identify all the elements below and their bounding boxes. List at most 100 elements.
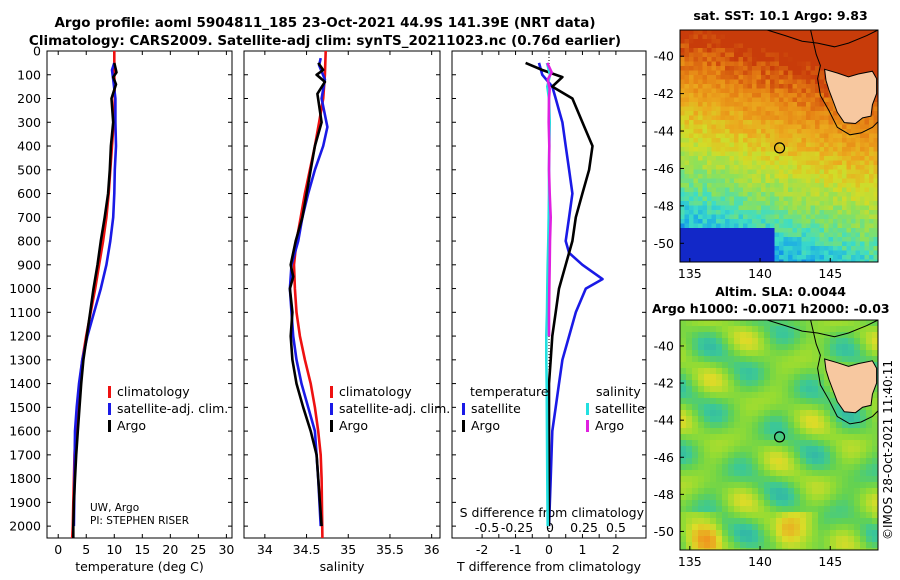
map-cell [797,255,803,261]
map-cell [872,494,878,501]
map-cell [842,494,849,501]
map-cell [764,440,771,447]
map-cell [794,332,801,339]
map-cell [765,174,771,180]
map-cell [765,232,771,238]
map-cell [728,512,735,519]
map-cell [783,255,789,261]
map-cell [830,512,837,519]
map-cell [738,129,744,135]
map-cell [702,223,708,229]
map-cell [779,138,785,144]
map-cell [684,228,690,234]
map-cell [716,506,723,513]
map-cell [783,115,789,121]
map-cell [722,470,729,477]
map-cell [716,416,723,423]
map-cell [680,416,687,423]
map-cell [711,66,717,72]
map-cell [710,524,717,531]
top-tick-label: -0.5 [475,520,499,535]
map-cell [702,61,708,67]
map-cell [788,518,795,525]
map-lat-label: -46 [654,161,674,176]
map-cell [788,380,795,387]
map-cell [707,201,713,207]
map-cell [684,93,690,99]
map-cell [794,362,801,369]
map-cell [848,494,855,501]
map-cell [743,165,749,171]
map-cell [756,165,762,171]
map-cell [725,147,731,153]
map-lat-label: -48 [654,487,674,502]
map-cell [815,178,821,184]
map-cell [734,500,741,507]
map-cell [792,43,798,49]
map-cell [734,518,741,525]
map-cell [702,237,708,243]
map-cell [860,178,866,184]
map-cell [734,88,740,94]
map-cell [837,147,843,153]
map-cell [734,422,741,429]
map-cell [828,192,834,198]
map-cell [824,392,831,399]
map-cell [729,232,735,238]
map-cell [828,61,834,67]
map-cell [680,160,686,166]
map-cell [684,259,690,262]
map-cell [758,380,765,387]
map-cell [824,530,831,537]
map-cell [747,210,753,216]
map-cell [860,530,867,537]
map-cell [783,246,789,252]
map-cell [758,344,765,351]
map-cell [866,320,873,327]
map-cell [680,232,686,238]
map-cell [725,201,731,207]
map-cell [800,458,807,465]
map-cell [842,165,848,171]
map-cell [734,187,740,193]
map-lat-label: -42 [654,376,674,391]
map-cell [824,422,831,429]
map-cell [752,518,759,525]
top-tick-label: 0.5 [606,520,626,535]
map-cell [869,174,875,180]
map-cell [828,169,834,175]
map-cell [761,156,767,162]
map-cell [824,147,830,153]
map-cell [770,362,777,369]
map-cell [788,57,794,63]
map-cell [680,223,686,229]
map-cell [734,205,740,211]
map-cell [812,398,819,405]
map-cell [716,530,723,537]
map-cell [828,183,834,189]
map-cell [824,111,830,117]
map-cell [764,548,771,550]
map-cell [704,428,711,435]
map-cell [720,30,726,36]
map-cell [848,416,855,423]
map-cell [788,88,794,94]
map-cell [779,97,785,103]
map-cell [833,52,839,58]
map-cell [747,151,753,157]
map-cell [782,410,789,417]
map-cell [680,246,686,252]
map-cell [819,241,825,247]
map-cell [743,57,749,63]
map-cell [702,57,708,63]
map-cell [693,237,699,243]
map-cell [810,34,816,40]
map-cell [779,259,785,262]
map-cell [792,66,798,72]
map-cell [788,214,794,220]
map-cell [716,84,722,90]
map-cell [702,228,708,234]
map-cell [716,255,722,261]
map-cell [836,506,843,513]
map-cell [698,356,705,363]
